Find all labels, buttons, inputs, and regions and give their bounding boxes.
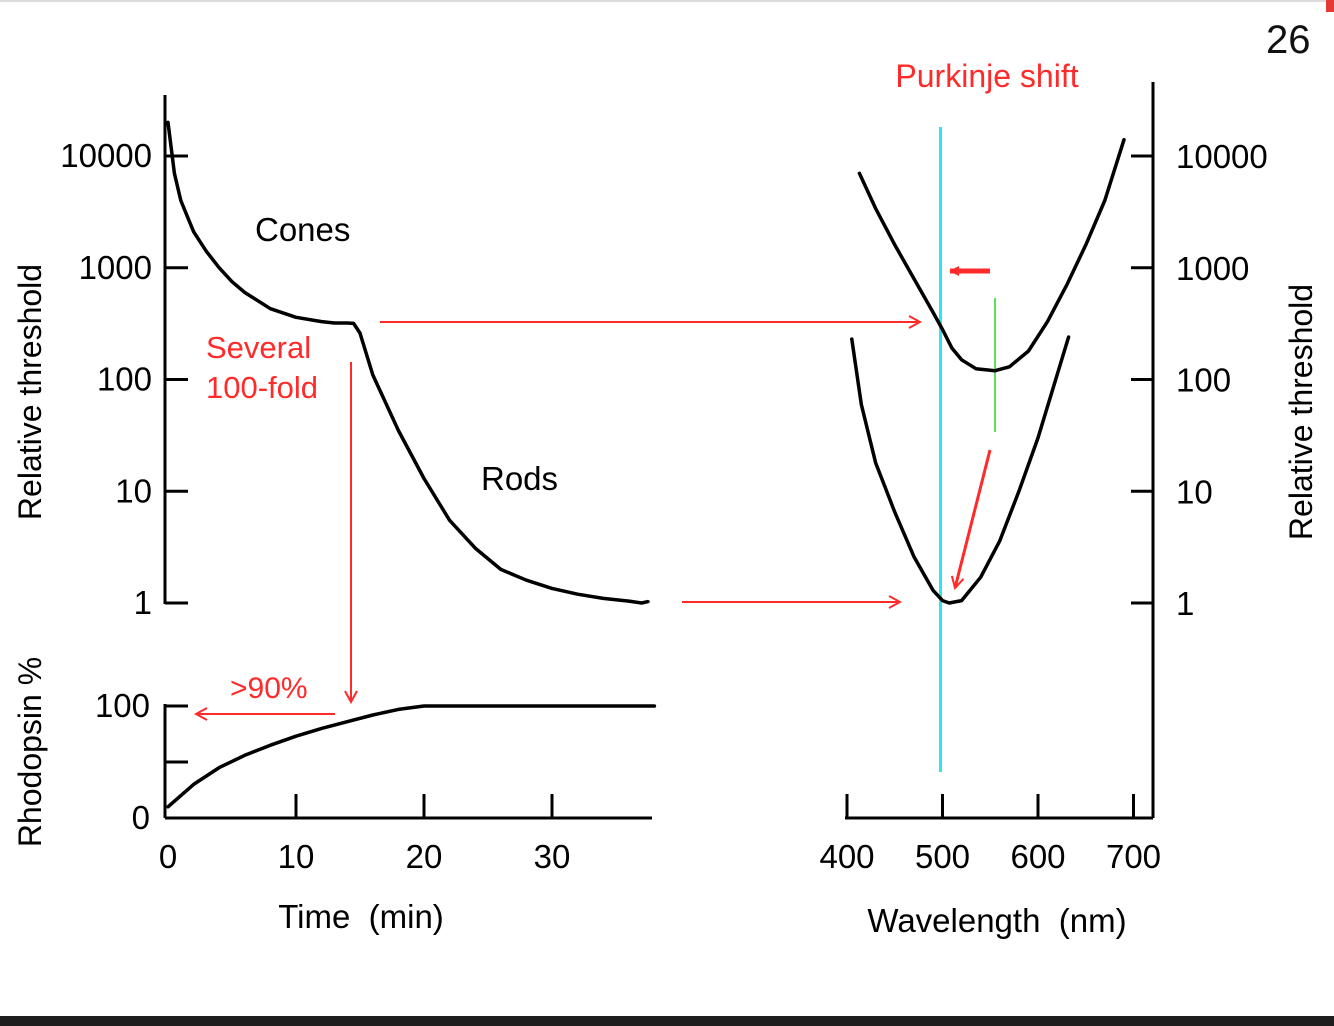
wavelength-axis-label: Wavelength (nm)	[867, 902, 1126, 939]
rod-sensitivity-curve	[850, 335, 1071, 605]
cone-sensitivity-curve	[857, 137, 1126, 373]
slide-corner-mark	[1326, 0, 1334, 12]
rhod-x-tick-label: 30	[534, 838, 571, 875]
rhodopsin-curve	[166, 704, 657, 809]
spec-y-ticks: 1 10 100 1000 10000	[1131, 138, 1268, 622]
dark-y-tick-label: 1	[134, 584, 152, 621]
dark-y-tick-label: 10	[115, 472, 152, 509]
slide-top-border	[0, 0, 1334, 2]
over-90-label: >90%	[230, 672, 308, 705]
dark-y-axis-label: Relative threshold	[12, 264, 48, 520]
spec-y-axis-label: Relative threshold	[1283, 284, 1319, 540]
rhod-x-tick-label: 0	[159, 838, 177, 875]
spec-x-tick-label: 700	[1106, 838, 1161, 875]
dark-y-tick-label: 100	[97, 361, 152, 398]
spec-x-ticks: 400 500 600 700	[819, 794, 1161, 875]
dark-y-ticks: 1 10 100 1000 10000	[60, 137, 188, 621]
page-number: 26	[1266, 18, 1311, 62]
rhod-x-tick-label: 10	[278, 838, 315, 875]
rhod-x-tick-label: 20	[406, 838, 443, 875]
spec-y-tick-label: 1	[1176, 585, 1194, 622]
rhod-x-ticks: 0 10 20 30	[159, 794, 571, 875]
chart-dark-adaptation: 1 10 100 1000 10000 Relative threshold Cones…	[12, 95, 650, 621]
hundred-fold-label: 100-fold	[206, 370, 318, 405]
several-label: Several	[206, 330, 311, 365]
annotation-arrows	[196, 266, 992, 714]
spec-y-tick-label: 1000	[1176, 250, 1249, 287]
spec-x-tick-label: 500	[915, 838, 970, 875]
spec-y-tick-label: 100	[1176, 362, 1231, 399]
bottom-bar	[0, 1016, 1334, 1026]
chart-rhodopsin: 0 100 0 10 20 30 Rhodopsin % Time (min) >90%	[12, 657, 657, 935]
cones-label: Cones	[255, 211, 350, 248]
cone-peak-to-rod-peak-arrow	[955, 449, 992, 588]
threshold-curve	[166, 120, 650, 605]
rhod-y-ticks: 0 100	[95, 687, 188, 836]
chart-spectral: 1 10 100 1000 10000 400 500 600 700 Purkinje sh…	[819, 58, 1319, 939]
dark-y-tick-label: 1000	[79, 249, 152, 286]
rhod-y-tick-label: 0	[132, 799, 150, 836]
rhod-y-tick-label: 100	[95, 687, 150, 724]
time-axis-label: Time (min)	[278, 898, 444, 935]
spec-y-tick-label: 10	[1176, 473, 1213, 510]
rhod-y-axis-label: Rhodopsin %	[12, 657, 48, 847]
dark-y-tick-label: 10000	[60, 137, 152, 174]
spec-y-tick-label: 10000	[1176, 138, 1268, 175]
spec-x-tick-label: 400	[819, 838, 874, 875]
purkinje-shift-title: Purkinje shift	[895, 58, 1078, 94]
rods-label: Rods	[481, 460, 558, 497]
spec-x-tick-label: 600	[1010, 838, 1065, 875]
